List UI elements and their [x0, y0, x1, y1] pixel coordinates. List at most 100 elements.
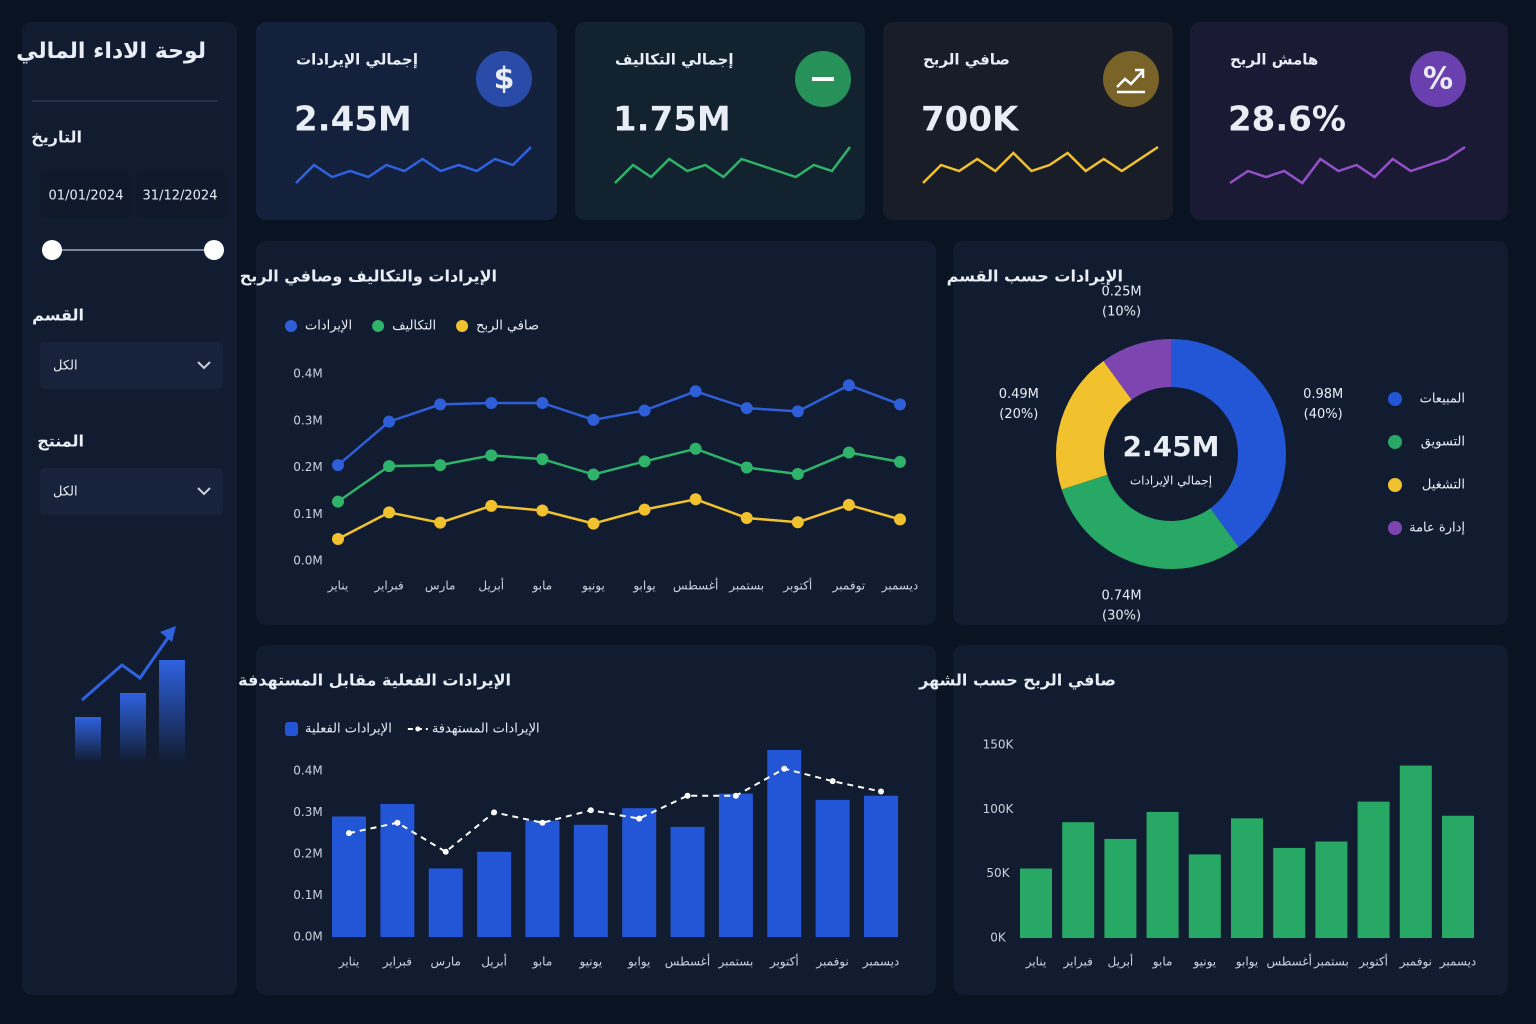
- x-tick-label: أكتوبر: [782, 578, 812, 594]
- slider-handle[interactable]: [42, 240, 62, 260]
- x-tick-label: أبريل: [478, 578, 504, 594]
- legend-label: الإيرادات الفعلية: [305, 722, 392, 737]
- point: [894, 455, 906, 468]
- point: [842, 446, 855, 459]
- department-select[interactable]: [40, 342, 223, 389]
- x-tick-label: يناير: [338, 955, 360, 970]
- x-tick-label: أكتوبر: [1358, 954, 1388, 970]
- bar: [428, 868, 463, 937]
- point: [536, 504, 549, 517]
- sparkline: [922, 145, 1159, 184]
- point: [740, 461, 753, 474]
- point: [587, 413, 600, 426]
- target-point: [491, 809, 498, 816]
- series-line: [337, 447, 901, 503]
- point: [383, 506, 396, 519]
- kpi-icon-text: %: [1423, 62, 1453, 97]
- point: [894, 513, 906, 526]
- y-tick-label: 0.0M: [293, 930, 322, 944]
- target-point: [684, 792, 691, 799]
- slider-handle[interactable]: [204, 240, 224, 260]
- x-tick-label: يوابو: [627, 955, 650, 970]
- bar: [573, 824, 608, 937]
- point: [587, 517, 600, 530]
- point: [485, 396, 498, 409]
- legend-label: الإيرادات المستهدفة: [432, 722, 540, 737]
- sparkline: [1229, 145, 1466, 185]
- point: [485, 499, 498, 512]
- target-point: [878, 788, 884, 795]
- y-tick-label: 0.3M: [293, 413, 322, 427]
- panel: [256, 645, 936, 995]
- point: [689, 493, 702, 506]
- donut-slice: [1171, 339, 1286, 548]
- kpi-icon-text: $: [494, 62, 515, 97]
- x-tick-label: أبريل: [481, 954, 507, 970]
- target-point: [732, 792, 739, 799]
- date-to-input[interactable]: [136, 172, 226, 218]
- bar: [622, 808, 657, 937]
- legend-marker: [1388, 478, 1402, 492]
- target-point: [539, 819, 546, 826]
- bar: [718, 793, 753, 937]
- x-tick-label: مارس: [430, 955, 461, 970]
- x-tick-label: فبراير: [373, 579, 403, 594]
- product-select[interactable]: [40, 468, 223, 515]
- target-point: [636, 815, 643, 822]
- y-tick-label: 0.4M: [293, 763, 322, 777]
- x-tick-label: بستمبر: [728, 579, 764, 594]
- donut-slice: [1103, 339, 1171, 400]
- y-tick-label: 0.0M: [293, 554, 322, 568]
- point: [638, 503, 651, 516]
- x-tick-label: يونيو: [1192, 955, 1216, 970]
- bar: [1020, 868, 1052, 938]
- bar: [1188, 854, 1221, 938]
- kpi-value: 28.6%: [1228, 100, 1346, 140]
- point: [638, 455, 651, 468]
- legend-marker: [415, 726, 421, 732]
- kpi-label: هامش الربح: [1230, 51, 1318, 69]
- target-point: [442, 848, 449, 855]
- bar: [767, 750, 802, 937]
- kpi-label: إجمالي الإيرادات: [296, 51, 418, 69]
- bar: [670, 826, 705, 937]
- chevron: [197, 487, 211, 496]
- product-label: المنتج: [37, 432, 84, 451]
- x-tick-label: نوفمبر: [815, 955, 848, 970]
- bar: [1442, 815, 1474, 938]
- bar: [1231, 818, 1263, 938]
- point: [485, 449, 498, 462]
- legend-marker: [1388, 435, 1402, 449]
- x-tick-label: ديسمبر: [881, 579, 919, 594]
- bar: [864, 795, 898, 937]
- legend-marker: [285, 320, 297, 332]
- bar: [525, 820, 560, 937]
- kpi-icon-shape: [1116, 68, 1145, 94]
- slice-value-label: 0.74M: [1101, 589, 1141, 604]
- x-tick-label: بستمبر: [1313, 955, 1349, 970]
- target-point: [829, 778, 836, 785]
- bar: [1062, 822, 1095, 938]
- point: [740, 402, 753, 415]
- panel: [256, 241, 936, 625]
- x-tick-label: مابو: [1152, 955, 1173, 970]
- donut-slice: [1061, 474, 1239, 569]
- chart-title: الإيرادات حسب القسم: [947, 267, 1123, 286]
- date-from-input[interactable]: [40, 172, 130, 218]
- kpi-value: 700K: [921, 100, 1020, 140]
- x-tick-label: أكتوبر: [769, 954, 799, 970]
- x-tick-label: فبراير: [382, 955, 412, 970]
- point: [791, 405, 804, 418]
- bar: [1399, 765, 1432, 938]
- point: [536, 396, 549, 409]
- point: [689, 442, 702, 455]
- series-line: [337, 383, 901, 467]
- slice-value-label: 0.98M: [1303, 387, 1343, 402]
- target-point: [394, 819, 401, 826]
- y-tick-label: 0.4M: [293, 367, 322, 381]
- illustration: [75, 626, 185, 762]
- legend-label: التسويق: [1421, 435, 1465, 450]
